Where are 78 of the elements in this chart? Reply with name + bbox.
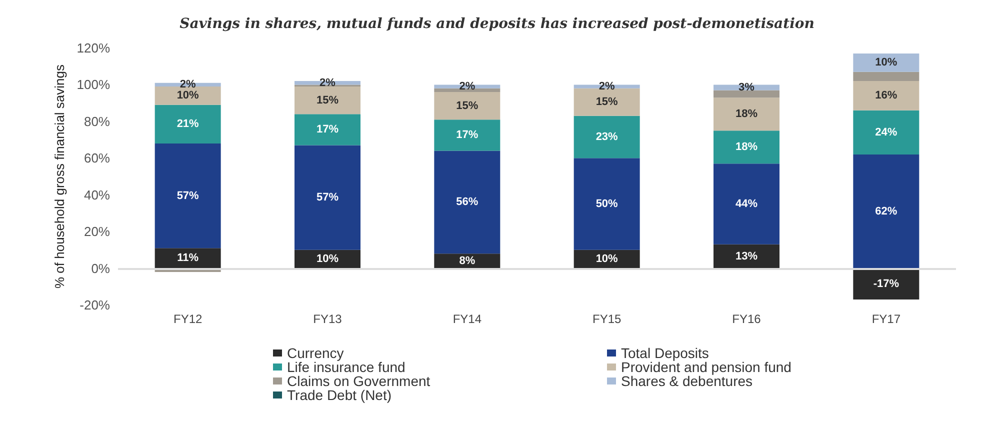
bar xyxy=(853,268,920,300)
bar xyxy=(714,90,780,98)
bar xyxy=(154,248,221,268)
data-label: 23% xyxy=(596,131,618,144)
data-label: 2% xyxy=(320,76,336,89)
data-label: 10% xyxy=(875,56,898,69)
data-label: 24% xyxy=(875,126,898,138)
data-label: 56% xyxy=(456,196,478,208)
legend-label: Provident and pension fund xyxy=(621,359,792,375)
bar xyxy=(434,254,500,268)
bar xyxy=(294,114,360,146)
legend-label: Trade Debt (Net) xyxy=(287,387,392,403)
data-label: 13% xyxy=(735,250,758,262)
bar xyxy=(434,150,500,254)
data-label: -17% xyxy=(873,278,900,290)
data-label: 3% xyxy=(738,81,755,94)
legend-label: Shares & debentures xyxy=(621,373,753,389)
data-label: 10% xyxy=(176,90,200,102)
bar xyxy=(154,104,221,144)
y-tick-label: 80% xyxy=(84,114,110,129)
data-label: 21% xyxy=(176,118,200,130)
bar xyxy=(574,88,640,116)
bar xyxy=(574,158,640,250)
data-label: 62% xyxy=(875,205,898,218)
y-tick-label: 120% xyxy=(76,40,110,56)
data-label: 10% xyxy=(596,253,618,266)
bar xyxy=(434,120,500,151)
data-label: 15% xyxy=(596,96,618,108)
data-label: 10% xyxy=(316,253,339,266)
data-label: 15% xyxy=(456,100,478,112)
bar xyxy=(853,81,920,110)
bar xyxy=(154,86,221,105)
data-label: 17% xyxy=(316,124,339,136)
data-label: 57% xyxy=(176,190,200,202)
data-label: 2% xyxy=(180,78,196,91)
data-label: 17% xyxy=(456,129,478,142)
chart-title: Savings in shares, mutual funds and deposits has increased post-demonetisation xyxy=(180,16,814,32)
bar xyxy=(853,54,920,72)
legend-label: Claims on Government xyxy=(287,373,430,389)
x-tick-label: FY17 xyxy=(872,312,901,326)
bar xyxy=(294,86,360,114)
x-tick-label: FY13 xyxy=(313,312,342,326)
y-tick-label: 100% xyxy=(76,77,110,92)
y-tick-label: 0% xyxy=(91,260,110,276)
data-label: 18% xyxy=(735,108,758,120)
bar xyxy=(154,143,221,248)
data-label: 50% xyxy=(596,198,618,210)
bar xyxy=(294,145,360,250)
data-label: 57% xyxy=(316,192,339,204)
data-label: 16% xyxy=(875,90,898,102)
data-label: 44% xyxy=(735,198,758,210)
data-label: 15% xyxy=(316,94,339,106)
y-tick-label: 20% xyxy=(84,224,110,240)
data-label: 2% xyxy=(459,80,476,93)
bar xyxy=(714,98,780,131)
bar xyxy=(853,154,920,268)
legend-label: Currency xyxy=(287,345,344,361)
data-label: 2% xyxy=(598,80,615,93)
data-label: 18% xyxy=(735,141,758,154)
y-axis-title: % of household gross financial savings xyxy=(52,64,67,289)
x-tick-label: FY16 xyxy=(732,312,762,326)
bar xyxy=(434,88,500,92)
data-label: 11% xyxy=(177,252,199,264)
bar xyxy=(714,244,780,268)
y-tick-label: 60% xyxy=(84,150,110,166)
x-tick-label: FY12 xyxy=(173,312,202,326)
x-tick-label: FY14 xyxy=(452,312,482,326)
x-tick-label: FY15 xyxy=(592,312,622,326)
legend-label: Total Deposits xyxy=(621,345,709,361)
y-tick-label: 40% xyxy=(84,187,110,202)
bar xyxy=(714,130,780,164)
y-tick-label: -20% xyxy=(80,298,110,312)
bar xyxy=(434,92,500,120)
bar xyxy=(714,164,780,244)
bar xyxy=(853,110,920,154)
bar xyxy=(574,116,640,158)
bar xyxy=(853,72,920,82)
data-label: 8% xyxy=(459,254,476,267)
